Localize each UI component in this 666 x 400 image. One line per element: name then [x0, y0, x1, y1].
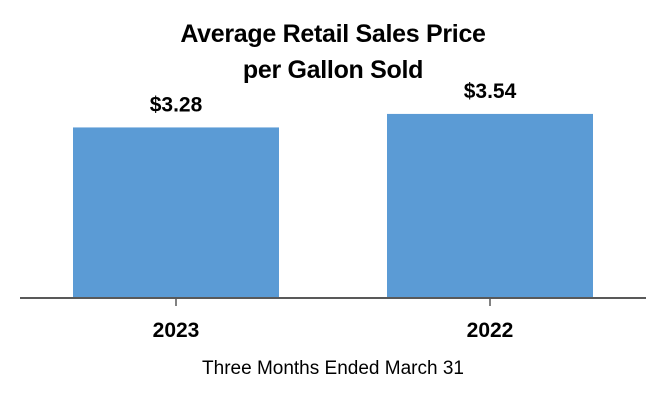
bar-2022	[387, 113, 593, 298]
x-axis-label: Three Months Ended March 31	[202, 358, 464, 379]
category-labels: 2023 2022	[153, 319, 514, 342]
value-label-2023: $3.28	[150, 93, 203, 116]
bars-layer	[73, 113, 593, 298]
bar-2023	[73, 127, 279, 298]
category-label-2022: 2022	[467, 319, 514, 342]
x-axis-ticks	[175, 298, 491, 306]
chart-title-line-1: Average Retail Sales Price	[180, 20, 486, 48]
value-labels-layer: $3.28 $3.54	[150, 80, 517, 117]
category-label-2023: 2023	[153, 319, 200, 342]
chart-title-line-2: per Gallon Sold	[243, 56, 423, 84]
value-label-2022: $3.54	[464, 80, 517, 103]
